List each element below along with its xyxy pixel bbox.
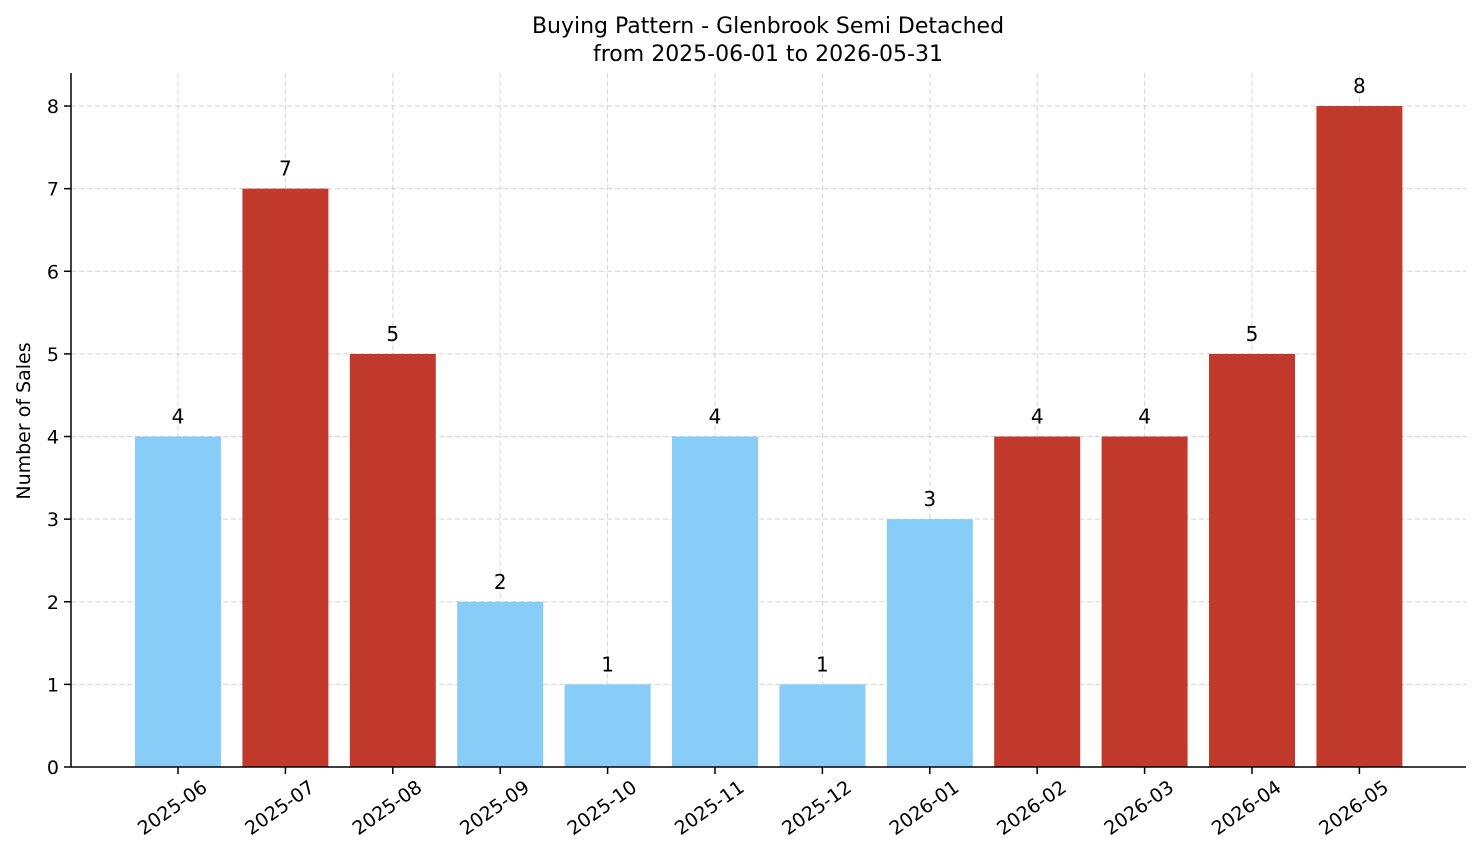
axis-layer [64,73,1466,774]
bar-2025-12 [779,684,866,767]
x-tick-label: 2025-06 [134,776,212,840]
x-tick-label: 2026-03 [1100,776,1178,840]
x-tick-label: 2026-05 [1315,776,1393,840]
chart-title: Buying Pattern - Glenbrook Semi Detached [532,14,1004,39]
x-tick-label: 2025-10 [563,776,641,840]
bar-value-label: 2 [494,570,507,594]
bar-2025-06 [135,436,221,767]
x-tick-label: 2025-12 [778,776,856,840]
bar-2026-05 [1316,106,1403,768]
y-tick-label: 7 [47,179,59,201]
y-tick-label: 5 [47,344,59,366]
bar-2026-04 [1209,353,1295,767]
bar-2025-09 [457,601,544,767]
bar-2025-07 [242,188,329,767]
x-tick-label: 2026-01 [886,776,964,840]
x-tick-label: 2025-07 [241,776,319,840]
x-tick-label: 2025-08 [349,776,427,840]
x-tick-label: 2025-11 [671,776,749,840]
chart-subtitle: from 2025-06-01 to 2026-05-31 [593,42,943,67]
y-tick-label: 4 [47,427,59,449]
y-tick-label: 1 [47,674,59,696]
bar-2026-03 [1101,436,1188,767]
bar-2026-01 [886,519,973,767]
x-tick-label: 2026-02 [993,776,1071,840]
bar-2025-11 [672,436,758,767]
x-tick-label: 2025-09 [456,776,534,840]
bar-value-label: 1 [601,652,614,676]
bar-value-label: 5 [1246,322,1259,346]
bar-value-label: 5 [386,322,399,346]
bar-2026-02 [994,436,1081,767]
y-tick-label: 2 [47,592,59,614]
y-tick-label: 3 [47,509,59,531]
bar-value-label: 8 [1353,74,1366,98]
bar-value-label: 4 [1138,405,1151,429]
bar-value-label: 3 [923,487,936,511]
bar-value-label: 4 [1031,405,1044,429]
y-tick-label: 6 [47,261,59,283]
bar-2025-08 [349,353,436,767]
bar-2025-10 [564,684,651,767]
y-axis-label: Number of Sales [13,342,35,499]
bar-value-label: 7 [279,157,292,181]
bar-value-label: 1 [816,652,829,676]
bar-value-label: 4 [709,405,722,429]
bar-layer [135,106,1403,768]
y-tick-label: 0 [47,757,59,779]
bar-value-label: 4 [172,405,185,429]
x-tick-label: 2026-04 [1208,776,1286,840]
y-tick-label: 8 [47,96,59,118]
